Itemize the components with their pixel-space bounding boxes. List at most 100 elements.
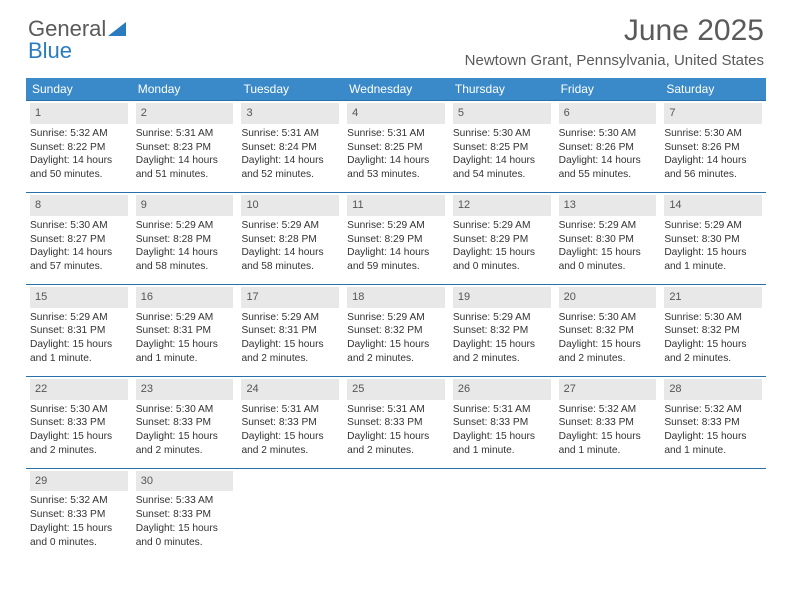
sunset-text: Sunset: 8:33 PM: [241, 416, 339, 430]
daylight-text: Daylight: 14 hours and 58 minutes.: [136, 246, 234, 274]
sunset-text: Sunset: 8:32 PM: [664, 324, 762, 338]
daylight-text: Daylight: 15 hours and 0 minutes.: [559, 246, 657, 274]
calendar-day: 26Sunrise: 5:31 AMSunset: 8:33 PMDayligh…: [449, 377, 555, 468]
weekday-mon: Monday: [132, 78, 238, 100]
sunrise-text: Sunrise: 5:33 AM: [136, 494, 234, 508]
sunset-text: Sunset: 8:31 PM: [241, 324, 339, 338]
weekday-fri: Friday: [555, 78, 661, 100]
sunrise-text: Sunrise: 5:29 AM: [347, 219, 445, 233]
sunset-text: Sunset: 8:23 PM: [136, 141, 234, 155]
sunset-text: Sunset: 8:27 PM: [30, 233, 128, 247]
day-number: 9: [136, 195, 234, 216]
day-number: 25: [347, 379, 445, 400]
calendar-day: 23Sunrise: 5:30 AMSunset: 8:33 PMDayligh…: [132, 377, 238, 468]
location-subtitle: Newtown Grant, Pennsylvania, United Stat…: [465, 52, 764, 69]
calendar-day: 18Sunrise: 5:29 AMSunset: 8:32 PMDayligh…: [343, 285, 449, 376]
sunrise-text: Sunrise: 5:31 AM: [347, 127, 445, 141]
calendar-week: 1Sunrise: 5:32 AMSunset: 8:22 PMDaylight…: [26, 100, 766, 192]
calendar-week: 15Sunrise: 5:29 AMSunset: 8:31 PMDayligh…: [26, 284, 766, 376]
sunset-text: Sunset: 8:28 PM: [136, 233, 234, 247]
sunrise-text: Sunrise: 5:29 AM: [453, 311, 551, 325]
calendar-day: 4Sunrise: 5:31 AMSunset: 8:25 PMDaylight…: [343, 101, 449, 192]
daylight-text: Daylight: 15 hours and 2 minutes.: [30, 430, 128, 458]
weekday-header: Sunday Monday Tuesday Wednesday Thursday…: [26, 78, 766, 100]
sunset-text: Sunset: 8:29 PM: [347, 233, 445, 247]
daylight-text: Daylight: 15 hours and 2 minutes.: [241, 430, 339, 458]
day-number: 18: [347, 287, 445, 308]
sunrise-text: Sunrise: 5:31 AM: [241, 127, 339, 141]
day-number: 16: [136, 287, 234, 308]
daylight-text: Daylight: 14 hours and 53 minutes.: [347, 154, 445, 182]
day-number: 14: [664, 195, 762, 216]
day-number: 24: [241, 379, 339, 400]
sunrise-text: Sunrise: 5:29 AM: [30, 311, 128, 325]
sunset-text: Sunset: 8:32 PM: [559, 324, 657, 338]
calendar: Sunday Monday Tuesday Wednesday Thursday…: [26, 78, 766, 560]
calendar-day: 24 Sunrise: 5:31 AMSunset: 8:33 PMDayligh…: [237, 377, 343, 468]
calendar-day: 28Sunrise: 5:32 AMSunset: 8:33 PMDayligh…: [660, 377, 766, 468]
sunrise-text: Sunrise: 5:32 AM: [559, 403, 657, 417]
day-number: 13: [559, 195, 657, 216]
daylight-text: Daylight: 15 hours and 2 minutes.: [559, 338, 657, 366]
day-number: 6: [559, 103, 657, 124]
calendar-day: 27Sunrise: 5:32 AMSunset: 8:33 PMDayligh…: [555, 377, 661, 468]
calendar-day: 16Sunrise: 5:29 AMSunset: 8:31 PMDayligh…: [132, 285, 238, 376]
sunrise-text: Sunrise: 5:30 AM: [30, 403, 128, 417]
sunrise-text: Sunrise: 5:29 AM: [241, 219, 339, 233]
logo: General Blue: [28, 18, 128, 62]
calendar-day: ..: [660, 469, 766, 560]
sunrise-text: Sunrise: 5:32 AM: [30, 494, 128, 508]
day-number: 8: [30, 195, 128, 216]
daylight-text: Daylight: 15 hours and 2 minutes.: [241, 338, 339, 366]
sunrise-text: Sunrise: 5:29 AM: [664, 219, 762, 233]
sunset-text: Sunset: 8:32 PM: [453, 324, 551, 338]
calendar-day: 30Sunrise: 5:33 AMSunset: 8:33 PMDayligh…: [132, 469, 238, 560]
calendar-day: 19Sunrise: 5:29 AMSunset: 8:32 PMDayligh…: [449, 285, 555, 376]
calendar-day: 17Sunrise: 5:29 AMSunset: 8:31 PMDayligh…: [237, 285, 343, 376]
calendar-day: ..: [343, 469, 449, 560]
daylight-text: Daylight: 15 hours and 0 minutes.: [136, 522, 234, 550]
sunrise-text: Sunrise: 5:30 AM: [664, 311, 762, 325]
sunrise-text: Sunrise: 5:29 AM: [347, 311, 445, 325]
sunrise-text: Sunrise: 5:30 AM: [559, 127, 657, 141]
day-number: 27: [559, 379, 657, 400]
sunrise-text: Sunrise: 5:30 AM: [136, 403, 234, 417]
daylight-text: Daylight: 15 hours and 1 minute.: [664, 246, 762, 274]
day-number: 30: [136, 471, 234, 492]
calendar-day: 3Sunrise: 5:31 AMSunset: 8:24 PMDaylight…: [237, 101, 343, 192]
daylight-text: Daylight: 15 hours and 0 minutes.: [30, 522, 128, 550]
weekday-tue: Tuesday: [237, 78, 343, 100]
weekday-thu: Thursday: [449, 78, 555, 100]
day-number: 5: [453, 103, 551, 124]
calendar-day: 6Sunrise: 5:30 AMSunset: 8:26 PMDaylight…: [555, 101, 661, 192]
daylight-text: Daylight: 14 hours and 56 minutes.: [664, 154, 762, 182]
calendar-day: 12Sunrise: 5:29 AMSunset: 8:29 PMDayligh…: [449, 193, 555, 284]
daylight-text: Daylight: 14 hours and 54 minutes.: [453, 154, 551, 182]
sunrise-text: Sunrise: 5:29 AM: [241, 311, 339, 325]
sunset-text: Sunset: 8:33 PM: [453, 416, 551, 430]
daylight-text: Daylight: 14 hours and 59 minutes.: [347, 246, 445, 274]
calendar-day: 29Sunrise: 5:32 AMSunset: 8:33 PMDayligh…: [26, 469, 132, 560]
sunset-text: Sunset: 8:30 PM: [559, 233, 657, 247]
daylight-text: Daylight: 15 hours and 2 minutes.: [664, 338, 762, 366]
day-number: 10: [241, 195, 339, 216]
calendar-day: 13Sunrise: 5:29 AMSunset: 8:30 PMDayligh…: [555, 193, 661, 284]
calendar-day: 7Sunrise: 5:30 AMSunset: 8:26 PMDaylight…: [660, 101, 766, 192]
day-number: 20: [559, 287, 657, 308]
day-number: 22: [30, 379, 128, 400]
sunset-text: Sunset: 8:32 PM: [347, 324, 445, 338]
calendar-day: 11Sunrise: 5:29 AMSunset: 8:29 PMDayligh…: [343, 193, 449, 284]
daylight-text: Daylight: 14 hours and 51 minutes.: [136, 154, 234, 182]
sunset-text: Sunset: 8:26 PM: [664, 141, 762, 155]
sunset-text: Sunset: 8:25 PM: [453, 141, 551, 155]
day-number: 2: [136, 103, 234, 124]
sunset-text: Sunset: 8:33 PM: [347, 416, 445, 430]
sunset-text: Sunset: 8:30 PM: [664, 233, 762, 247]
daylight-text: Daylight: 15 hours and 0 minutes.: [453, 246, 551, 274]
day-number: 26: [453, 379, 551, 400]
sunrise-text: Sunrise: 5:31 AM: [241, 403, 339, 417]
sunset-text: Sunset: 8:31 PM: [30, 324, 128, 338]
calendar-day: 2Sunrise: 5:31 AMSunset: 8:23 PMDaylight…: [132, 101, 238, 192]
calendar-day: 9Sunrise: 5:29 AMSunset: 8:28 PMDaylight…: [132, 193, 238, 284]
daylight-text: Daylight: 14 hours and 52 minutes.: [241, 154, 339, 182]
